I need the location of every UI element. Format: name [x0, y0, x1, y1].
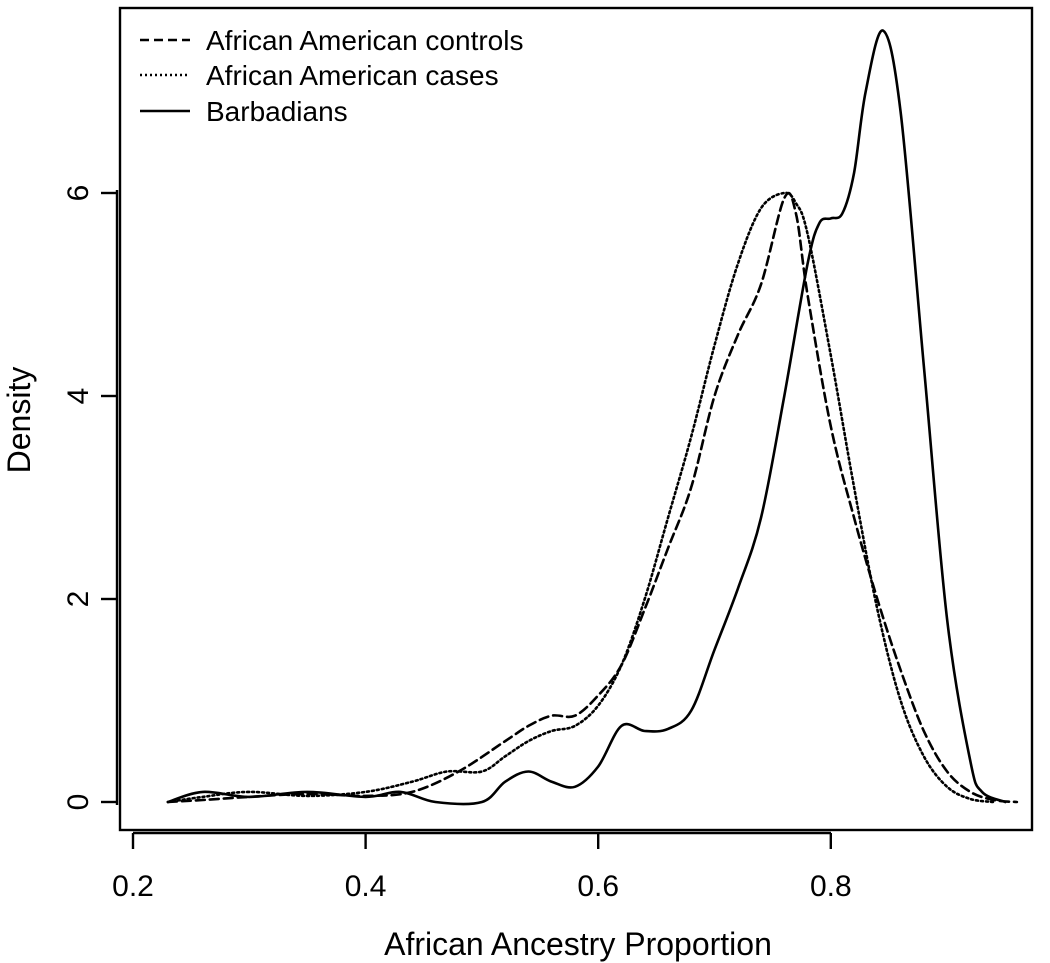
- series-line-barbadians: [166, 29, 1007, 806]
- x-tick-label: 0.4: [345, 870, 387, 903]
- x-tick-label: 0.6: [577, 870, 619, 903]
- x-axis: 0.2 0.4 0.6 0.8: [112, 831, 852, 903]
- series-line-cases: [166, 191, 995, 804]
- x-ticks: 0.2 0.4 0.6 0.8: [112, 833, 852, 903]
- legend-label-cases: African American cases: [206, 60, 499, 91]
- legend-label-barbadians: Barbadians: [206, 96, 348, 127]
- x-axis-title: African Ancestry Proportion: [384, 926, 772, 962]
- x-tick-label: 0.8: [810, 870, 852, 903]
- y-tick-label: 2: [62, 591, 95, 608]
- legend-label-controls: African American controls: [206, 25, 523, 56]
- y-tick-label: 0: [62, 794, 95, 811]
- y-axis: 0 2 4 6: [62, 185, 119, 811]
- x-tick-label: 0.2: [112, 870, 154, 903]
- series-line-controls: [166, 191, 1019, 804]
- plot-frame: [118, 6, 1034, 832]
- y-axis-title: Density: [1, 367, 37, 474]
- legend: African American controls African Americ…: [140, 25, 523, 127]
- series-layer: [166, 29, 1019, 806]
- y-tick-label: 4: [62, 388, 95, 405]
- y-tick-label: 6: [62, 185, 95, 202]
- y-ticks: 0 2 4 6: [62, 185, 117, 811]
